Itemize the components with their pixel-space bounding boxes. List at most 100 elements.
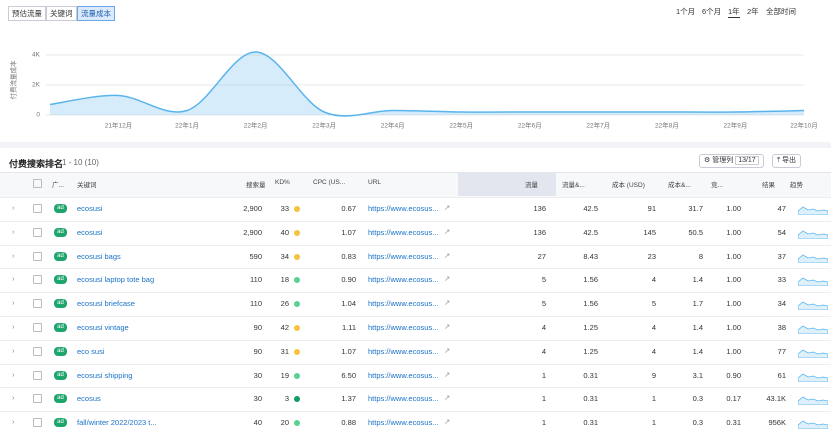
kd-dot [294,229,300,236]
kd-dot [294,253,300,260]
url[interactable]: https://www.ecosus... [368,204,439,213]
keyword[interactable]: ecosusi [77,204,103,213]
cell: 40 [280,227,289,237]
manage-columns[interactable]: ⚙ 管理列 13/17 [699,154,764,168]
external-icon: ↗ [444,250,451,260]
expand-toggle[interactable]: › [12,250,15,260]
url[interactable]: https://www.ecosus... [368,370,439,380]
cell: 1.00 [726,251,741,261]
header-row [0,172,831,197]
column-header[interactable]: 趋势 [790,182,803,189]
external-icon: ↗ [444,203,451,212]
tab[interactable]: 流量成本 [77,6,115,21]
cell: 33 [777,275,786,285]
url[interactable]: https://www.ecosus... [368,323,439,332]
expand-toggle[interactable]: › [12,298,15,308]
table-title: 付费搜索排名 [9,159,64,169]
keyword[interactable]: ecosusi [77,227,103,237]
kd-dot [294,420,300,427]
export-button[interactable]: ⤒ 导出 [772,154,802,168]
ad-badge: ad [54,346,67,356]
keyword[interactable]: ecosusi vintage [77,323,129,332]
url[interactable]: https://www.ecosus... [368,227,439,237]
range-option[interactable]: 6个月 [702,7,722,16]
cell: 136 [533,227,546,237]
cell: 33 [280,204,289,213]
row-checkbox[interactable] [33,346,42,356]
tab[interactable]: 关键词 [46,6,77,21]
cell: 0.3 [692,394,703,404]
row-checkbox[interactable] [33,418,42,428]
url[interactable]: https://www.ecosus... [368,394,439,404]
row-checkbox[interactable] [33,251,42,261]
url[interactable]: https://www.ecosus... [368,346,439,356]
column-header[interactable]: 广... [52,182,64,189]
expand-toggle[interactable]: › [12,345,15,355]
external-icon: ↗ [444,322,451,331]
ad-badge: ad [54,323,67,332]
cell: 77 [777,346,786,356]
keyword[interactable]: ecosus [77,394,101,404]
row-checkbox[interactable] [33,394,42,404]
cell: 0.88 [341,418,356,428]
keyword[interactable]: ecosusi shipping [77,370,133,380]
column-header[interactable]: 结果 [762,182,775,189]
cell: 1.4 [692,275,703,285]
url[interactable]: https://www.ecosus... [368,275,439,285]
expand-toggle[interactable]: › [12,369,15,379]
expand-toggle[interactable]: › [12,322,15,331]
range-option[interactable]: 1年 [728,7,740,18]
range-option[interactable]: 1个月 [676,7,696,16]
x-tick-label: 22年8月 [655,121,679,130]
column-header[interactable]: KD% [275,179,290,186]
cell: 1.56 [583,299,598,309]
keyword[interactable]: eco susi [77,346,105,356]
trend-sparkline [798,420,828,430]
cell: 1.07 [341,346,356,356]
expand-toggle[interactable]: › [12,226,15,236]
x-tick-label: 22年2月 [244,121,268,130]
column-header[interactable]: 关键词 [77,182,97,189]
trend-sparkline [798,396,828,406]
expand-toggle[interactable]: › [12,417,15,427]
keyword[interactable]: ecosusi bags [77,251,121,261]
url[interactable]: https://www.ecosus... [368,251,439,261]
row-checkbox[interactable] [33,204,42,213]
tab[interactable]: 预估流量 [8,6,46,21]
cell: 30 [253,370,262,380]
column-header[interactable]: 竞... [711,182,723,189]
keyword[interactable]: fall/winter 2022/2023 t... [77,418,157,428]
column-header[interactable]: 成本&... [668,182,691,189]
trend-sparkline [798,325,828,334]
range-option[interactable]: 2年 [747,7,759,16]
trend-sparkline [798,373,828,382]
column-header[interactable]: 成本 (USD) [612,182,645,189]
column-header[interactable]: 搜索量 [246,182,266,189]
chart: 付费流量成本 0 2K 4K 21年12月 22年1月 22年2月 22年3月 22年4月 22… [9,51,818,130]
expand-toggle[interactable]: › [12,274,15,284]
row-checkbox[interactable] [33,275,42,285]
expand-toggle[interactable]: › [12,393,15,403]
row-checkbox[interactable] [33,299,42,309]
url[interactable]: https://www.ecosus... [368,418,439,428]
keyword[interactable]: ecosusi briefcase [77,299,135,309]
cell: 590 [249,251,262,261]
cell: 0.31 [726,418,741,428]
url[interactable]: https://www.ecosus... [368,299,439,309]
cell: 4 [651,346,656,356]
ad-badge: ad [54,251,67,261]
column-header[interactable]: 流量 [525,182,538,189]
cell: 0.67 [341,204,356,213]
range-option[interactable]: 全部时间 [766,7,796,16]
y-tick-label: 0 [36,112,40,119]
row-checkbox[interactable] [33,227,42,237]
keyword[interactable]: ecosusi laptop tote bag [77,275,155,285]
column-header[interactable]: 流量&... [562,182,585,189]
column-header[interactable]: CPC (US... [313,179,346,186]
row-checkbox[interactable] [33,323,42,332]
select-all[interactable] [33,179,42,188]
row-checkbox[interactable] [33,370,42,380]
expand-toggle[interactable]: › [12,203,15,212]
cell: 145 [643,227,656,237]
column-header[interactable]: URL [368,179,382,186]
